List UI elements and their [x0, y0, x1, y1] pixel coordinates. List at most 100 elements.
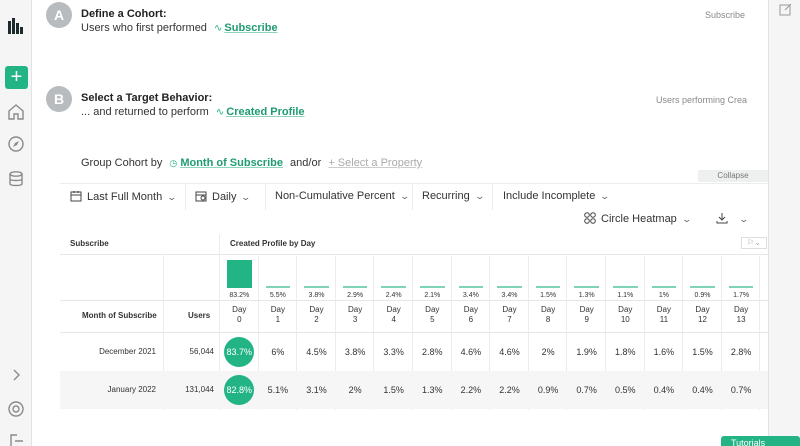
table-cell[interactable]: 4.6%: [499, 347, 520, 357]
chevron-down-icon: ⌄: [166, 192, 178, 202]
step-b-sentence: ... and returned to perform ∿ Created Pro…: [81, 106, 305, 118]
day-header-number: 5: [430, 315, 435, 324]
table-cell[interactable]: 4.6%: [460, 347, 482, 357]
table-cell[interactable]: 5.1%: [267, 385, 289, 395]
table-cell[interactable]: 1.6%: [653, 347, 675, 357]
property-clock-icon: ◷: [169, 158, 178, 168]
table-cell[interactable]: 4.5%: [306, 347, 327, 357]
compass-icon[interactable]: [7, 135, 25, 153]
cohort-users: 56,044: [189, 347, 214, 356]
app-logo[interactable]: [8, 18, 24, 34]
table-cell[interactable]: 1.8%: [615, 347, 636, 357]
day-column-header[interactable]: Day 0: [220, 305, 259, 325]
group-property-selector[interactable]: Month of Subscribe: [180, 157, 283, 169]
table-cell[interactable]: 6%: [271, 347, 285, 357]
heatmap-circle[interactable]: 83.7%: [224, 337, 255, 367]
table-cell[interactable]: 0.9%: [537, 385, 559, 395]
day-column-header[interactable]: Day 11: [645, 305, 684, 325]
day-header-number: 10: [620, 315, 630, 324]
day-column-header[interactable]: Day 8: [529, 305, 568, 325]
toolbar-divider: [185, 184, 186, 210]
table-row[interactable]: December 2021 56,044 83.7% 6% 4.5% 3.8% 3.3% 2.…: [60, 333, 768, 371]
table-cell[interactable]: 0.7%: [730, 385, 752, 395]
month-of-subscribe-header: Month of Subscribe: [82, 311, 157, 320]
home-icon[interactable]: [7, 103, 25, 121]
table-cell[interactable]: 1.3%: [422, 385, 443, 395]
chevron-down-icon: ⌄: [681, 214, 692, 224]
day-column-header[interactable]: Day 5: [413, 305, 452, 325]
table-cell[interactable]: 1.5%: [692, 347, 713, 357]
include-incomplete-dropdown[interactable]: Include Incomplete ⌄: [503, 190, 611, 202]
chevron-down-icon: ⌄: [599, 191, 611, 201]
table-cell[interactable]: 3.3%: [383, 347, 404, 357]
collapse-button[interactable]: Collapse: [698, 170, 768, 182]
table-cell[interactable]: 0.7%: [576, 385, 597, 395]
circle-heatmap-icon: [584, 212, 596, 224]
table-cell[interactable]: 3.1%: [306, 385, 327, 395]
add-property-link[interactable]: + Select a Property: [328, 157, 423, 169]
day-column-header[interactable]: Day 13: [722, 305, 761, 325]
total-bar: [535, 286, 561, 288]
day-column-header[interactable]: Day 9: [567, 305, 606, 325]
table-cell[interactable]: 2.8%: [422, 347, 443, 357]
date-range-label: Last Full Month: [87, 191, 163, 203]
and-or-label: and/or: [290, 157, 322, 169]
day-column-header[interactable]: Day 1: [259, 305, 298, 325]
bars-divider: [60, 300, 768, 301]
target-event-selector[interactable]: Created Profile: [226, 106, 305, 118]
day-header-number: 7: [507, 315, 512, 324]
step-a-badge: A: [46, 2, 72, 28]
table-cell[interactable]: 2%: [348, 385, 362, 395]
column-divider: [566, 256, 568, 410]
measure-dropdown[interactable]: Non-Cumulative Percent ⌄: [275, 190, 410, 202]
column-divider: [334, 256, 336, 410]
table-cell[interactable]: 3.8%: [344, 347, 366, 357]
expand-sidebar-icon[interactable]: [7, 366, 25, 384]
heatmap-circle[interactable]: 82.8%: [224, 375, 255, 405]
date-range-dropdown[interactable]: Last Full Month ⌄: [70, 190, 178, 203]
cohort-event-selector[interactable]: Subscribe: [224, 22, 278, 34]
day-column-header[interactable]: Day 12: [683, 305, 722, 325]
table-cell[interactable]: 2%: [541, 347, 555, 357]
help-icon[interactable]: [7, 400, 25, 418]
total-bar: [304, 286, 329, 288]
event-pulse-icon: ∿: [215, 107, 225, 118]
table-cell[interactable]: 2.2%: [499, 385, 520, 395]
visualization-label: Circle Heatmap: [601, 213, 677, 225]
total-bar: [265, 286, 291, 288]
day-header-number: 12: [698, 315, 707, 324]
table-cell[interactable]: 1.9%: [576, 347, 597, 357]
total-bar-cell: 1.5%: [529, 256, 568, 410]
total-bar-label: 1%: [658, 292, 669, 299]
create-new-button[interactable]: +: [5, 66, 28, 89]
visualization-dropdown[interactable]: Circle Heatmap ⌄: [584, 212, 692, 225]
day-column-header[interactable]: Day 2: [297, 305, 336, 325]
interval-dropdown[interactable]: Daily ⌄: [195, 190, 252, 203]
table-cell[interactable]: 2.2%: [460, 385, 482, 395]
table-cell[interactable]: 0.4%: [692, 385, 713, 395]
tutorials-button[interactable]: Tutorials: [721, 436, 800, 446]
table-cell[interactable]: 1.5%: [383, 385, 404, 395]
export-dropdown[interactable]: ⌄: [716, 212, 749, 225]
day-column-header[interactable]: Day 3: [336, 305, 375, 325]
column-divider: [720, 256, 722, 410]
day-column-header[interactable]: Day 4: [374, 305, 413, 325]
table-row[interactable]: January 2022 131,044 82.8% 5.1% 3.1% 2% 1.5% 1.…: [60, 371, 768, 409]
day-column-header[interactable]: Day 6: [452, 305, 491, 325]
total-bar-cell: 1%: [645, 256, 684, 410]
total-bar-cell: 1.3%: [567, 256, 606, 410]
day-column-header[interactable]: Day 7: [490, 305, 529, 325]
day-header-number: 4: [391, 315, 396, 324]
day-column-header[interactable]: Day 10: [606, 305, 645, 325]
table-cell[interactable]: 0.5%: [615, 385, 636, 395]
column-divider: [373, 256, 375, 410]
table-cell[interactable]: 2.8%: [730, 347, 752, 357]
recurring-dropdown[interactable]: Recurring ⌄: [422, 190, 485, 202]
logout-icon[interactable]: [7, 432, 25, 446]
toolbar-divider: [412, 184, 413, 210]
table-cell[interactable]: 0.4%: [653, 385, 675, 395]
flag-dropdown[interactable]: ⚐⌄: [741, 237, 767, 249]
edit-icon[interactable]: [779, 2, 793, 16]
chevron-down-icon: ⌄: [474, 191, 485, 201]
database-icon[interactable]: [7, 170, 25, 188]
